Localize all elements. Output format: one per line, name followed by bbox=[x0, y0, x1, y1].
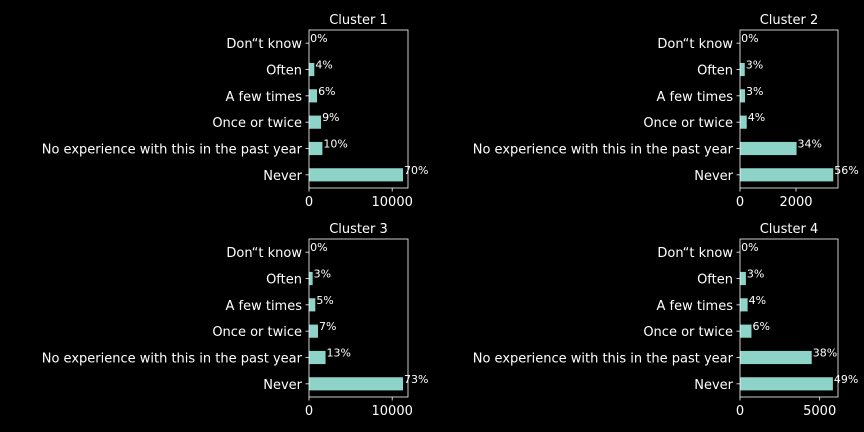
percent-label: 34% bbox=[798, 138, 822, 151]
category-label: Don“t know bbox=[657, 246, 733, 261]
percent-label: 4% bbox=[748, 111, 765, 124]
percent-label: 3% bbox=[746, 85, 763, 98]
bar bbox=[740, 324, 752, 338]
bar bbox=[740, 377, 833, 391]
percent-label: 5% bbox=[316, 294, 333, 307]
bar bbox=[740, 62, 745, 77]
percent-label: 0% bbox=[741, 241, 758, 254]
bar bbox=[309, 271, 313, 286]
chart-title: Cluster 4 bbox=[760, 222, 819, 237]
bar bbox=[309, 89, 318, 103]
category-label: A few times bbox=[225, 299, 302, 314]
plot-frame bbox=[739, 29, 839, 189]
percent-label: 9% bbox=[322, 111, 339, 124]
bar bbox=[740, 271, 746, 286]
bar bbox=[309, 377, 404, 391]
percent-label: 3% bbox=[747, 268, 764, 281]
bar bbox=[740, 89, 746, 103]
x-tick-label: 0 bbox=[305, 404, 313, 419]
percent-label: 6% bbox=[752, 320, 769, 333]
category-label: A few times bbox=[656, 90, 733, 105]
x-tick-label: 10000 bbox=[372, 404, 413, 419]
category-label: A few times bbox=[225, 90, 302, 105]
category-label: Often bbox=[697, 64, 733, 79]
category-label: Once or twice bbox=[212, 325, 302, 340]
plot-frame bbox=[308, 238, 409, 398]
bar bbox=[309, 324, 318, 338]
percent-label: 10% bbox=[323, 138, 347, 151]
category-label: Often bbox=[697, 273, 733, 288]
x-tick-label: 5000 bbox=[803, 404, 836, 419]
chart-title: Cluster 2 bbox=[760, 13, 819, 28]
percent-label: 0% bbox=[310, 32, 327, 45]
chart-title: Cluster 3 bbox=[329, 222, 388, 237]
bar bbox=[740, 168, 834, 182]
category-label: Often bbox=[266, 64, 302, 79]
bar bbox=[309, 298, 316, 312]
category-label: No experience with this in the past year bbox=[473, 352, 734, 367]
percent-label: 0% bbox=[310, 241, 327, 254]
category-label: Often bbox=[266, 273, 302, 288]
chart-panel-3: Cluster 3 Never 73% No experience with this… bbox=[42, 222, 429, 419]
percent-label: 7% bbox=[319, 320, 336, 333]
percent-label: 4% bbox=[315, 59, 332, 72]
category-label: Once or twice bbox=[643, 116, 733, 131]
category-label: Never bbox=[694, 378, 733, 393]
category-label: No experience with this in the past year bbox=[42, 352, 303, 367]
category-label: No experience with this in the past year bbox=[473, 143, 734, 158]
chart-panel-2: Cluster 2 Never 56% No experience with this… bbox=[473, 13, 859, 210]
bar bbox=[309, 141, 323, 156]
plot-frame bbox=[739, 238, 839, 398]
chart-panel-1: Cluster 1 Never 70% No experience with this… bbox=[42, 13, 429, 210]
bar bbox=[309, 168, 404, 182]
percent-label: 49% bbox=[834, 373, 858, 386]
plot-frame bbox=[308, 29, 409, 189]
percent-label: 73% bbox=[404, 373, 428, 386]
percent-label: 13% bbox=[327, 347, 351, 360]
percent-label: 3% bbox=[746, 59, 763, 72]
category-label: Never bbox=[263, 169, 302, 184]
bar bbox=[309, 115, 322, 129]
category-label: A few times bbox=[656, 299, 733, 314]
x-tick-label: 0 bbox=[305, 195, 313, 210]
x-tick-label: 0 bbox=[736, 195, 744, 210]
x-tick-label: 0 bbox=[736, 404, 744, 419]
category-label: Never bbox=[694, 169, 733, 184]
category-label: Once or twice bbox=[212, 116, 302, 131]
category-label: Don“t know bbox=[226, 37, 302, 52]
bar bbox=[740, 115, 747, 129]
x-tick-label: 2000 bbox=[779, 195, 812, 210]
bar bbox=[309, 62, 315, 77]
percent-label: 56% bbox=[834, 164, 858, 177]
percent-label: 6% bbox=[318, 85, 335, 98]
category-label: Never bbox=[263, 378, 302, 393]
percent-label: 70% bbox=[404, 164, 428, 177]
bar bbox=[740, 298, 748, 312]
category-label: No experience with this in the past year bbox=[42, 143, 303, 158]
category-label: Don“t know bbox=[226, 246, 302, 261]
chart-title: Cluster 1 bbox=[329, 13, 388, 28]
percent-label: 38% bbox=[813, 347, 837, 360]
category-label: Don“t know bbox=[657, 37, 733, 52]
bar bbox=[740, 141, 797, 156]
percent-label: 0% bbox=[741, 32, 758, 45]
bar bbox=[309, 350, 326, 365]
bar bbox=[740, 350, 812, 365]
percent-label: 4% bbox=[749, 294, 766, 307]
category-label: Once or twice bbox=[643, 325, 733, 340]
percent-label: 3% bbox=[314, 268, 331, 281]
chart-panel-4: Cluster 4 Never 49% No experience with this… bbox=[473, 222, 859, 419]
x-tick-label: 10000 bbox=[372, 195, 413, 210]
